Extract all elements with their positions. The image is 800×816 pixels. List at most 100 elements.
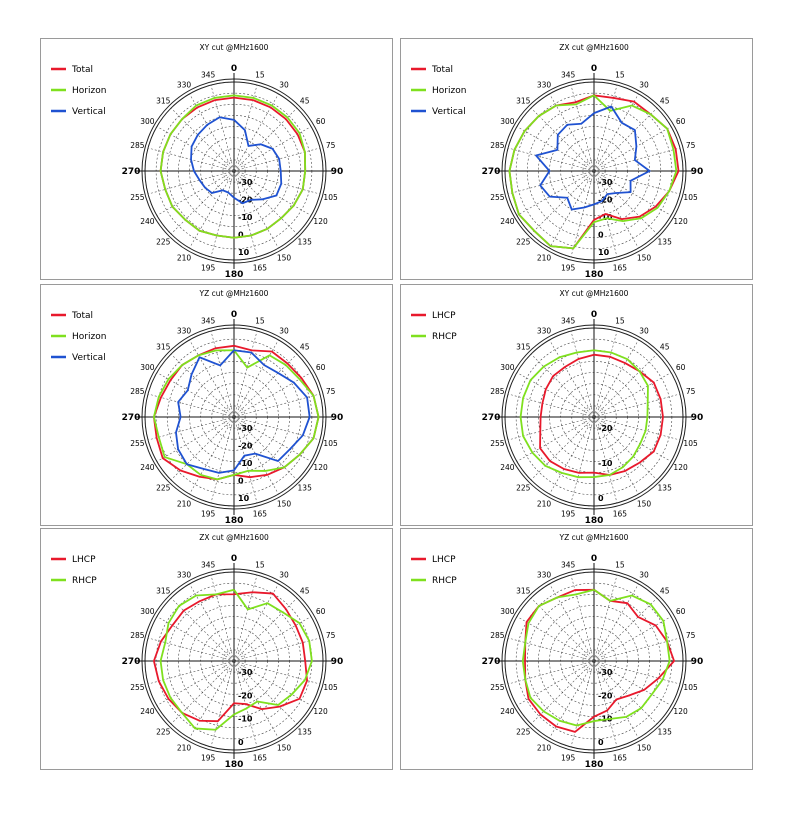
- grid-spoke: [593, 84, 618, 172]
- polar-chart-4: XY cut @MHz1600 0 15 30 45 60 75 90 105 120 135 150…: [411, 289, 703, 526]
- grid-spoke: [233, 416, 279, 495]
- angle-tick-label: 105: [323, 193, 338, 202]
- grid-spoke: [156, 616, 235, 662]
- angle-tick-label: 45: [660, 586, 670, 595]
- legend-label: Vertical: [432, 107, 466, 117]
- grid-spoke: [530, 416, 595, 481]
- grid-spoke: [233, 416, 258, 504]
- grid-spoke: [233, 583, 279, 662]
- radial-tick-label: -20: [598, 691, 613, 700]
- grid-spoke: [189, 170, 235, 249]
- radial-tick-label: 10: [598, 248, 610, 257]
- grid-spoke: [593, 616, 672, 662]
- grid-spoke: [593, 93, 639, 172]
- angle-tick-label: 195: [561, 510, 576, 519]
- angle-tick-label: 105: [683, 439, 698, 448]
- angle-tick-label: 315: [156, 342, 171, 351]
- legend-label: LHCP: [432, 311, 456, 321]
- grid-spoke: [593, 170, 639, 249]
- angle-tick-label: 225: [156, 728, 171, 737]
- series-line-vertical: [190, 116, 283, 205]
- grid-spoke: [170, 597, 235, 662]
- radial-tick-label: -20: [598, 424, 613, 433]
- angle-tick-label: 135: [658, 484, 673, 493]
- angle-tick-label: 15: [255, 316, 265, 325]
- grid-spoke: [593, 583, 639, 662]
- grid-spoke: [516, 416, 595, 462]
- angle-tick-label: 15: [615, 316, 625, 325]
- angle-tick-label: 255: [490, 193, 505, 202]
- angle-tick-label: 330: [177, 326, 192, 335]
- grid-spoke: [233, 416, 312, 462]
- radial-tick-label: -10: [238, 213, 253, 222]
- grid-spoke: [147, 393, 235, 418]
- grid-spoke: [233, 339, 279, 418]
- grid-spoke: [233, 574, 258, 662]
- angle-tick-label: 270: [482, 167, 501, 177]
- polar-chart-3: YZ cut @MHz1600 0 15 30 45 60 75 90 105 120 135 150…: [51, 289, 343, 526]
- grid-spoke: [593, 393, 681, 418]
- angle-tick-label: 300: [500, 607, 515, 616]
- angle-tick-label: 315: [156, 586, 171, 595]
- angle-tick-label: 0: [231, 64, 237, 74]
- angle-tick-label: 30: [279, 326, 289, 335]
- angle-tick-label: 165: [613, 510, 628, 519]
- angle-tick-label: 315: [516, 342, 531, 351]
- angle-tick-label: 165: [253, 754, 268, 763]
- chart-title: XY cut @MHz1600: [200, 43, 269, 52]
- angle-tick-label: 300: [140, 363, 155, 372]
- angle-tick-label: 240: [500, 463, 515, 472]
- grid-spoke: [549, 583, 595, 662]
- angle-tick-label: 165: [613, 264, 628, 273]
- angle-tick-label: 210: [537, 254, 552, 263]
- angle-tick-label: 180: [225, 760, 244, 770]
- angle-tick-label: 330: [177, 80, 192, 89]
- series-line-vertical: [175, 349, 311, 474]
- radial-tick-label: -10: [238, 715, 253, 724]
- grid-spoke: [147, 637, 235, 662]
- angle-tick-label: 105: [683, 683, 698, 692]
- grid-spoke: [233, 416, 321, 441]
- grid-spoke: [156, 372, 235, 418]
- grid-spoke: [516, 372, 595, 418]
- grid-spoke: [147, 170, 235, 195]
- angle-tick-label: 315: [156, 96, 171, 105]
- angle-tick-label: 60: [316, 607, 326, 616]
- radial-tick-label: -10: [238, 459, 253, 468]
- angle-tick-label: 315: [516, 586, 531, 595]
- angle-tick-label: 255: [490, 683, 505, 692]
- angle-tick-label: 285: [130, 141, 145, 150]
- grid-spoke: [593, 637, 681, 662]
- grid-spoke: [593, 597, 658, 662]
- angle-tick-label: 135: [658, 238, 673, 247]
- grid-spoke: [593, 660, 658, 725]
- angle-tick-label: 165: [253, 510, 268, 519]
- angle-tick-label: 195: [561, 754, 576, 763]
- angle-tick-label: 120: [313, 707, 328, 716]
- grid-spoke: [210, 84, 235, 172]
- legend-label: LHCP: [432, 555, 456, 565]
- grid-spoke: [170, 107, 235, 172]
- angle-tick-label: 195: [201, 754, 216, 763]
- grid-spoke: [507, 170, 595, 195]
- angle-tick-label: 300: [140, 117, 155, 126]
- angle-tick-label: 180: [225, 516, 244, 526]
- series-line-vertical: [535, 105, 651, 211]
- grid-spoke: [530, 597, 595, 662]
- angle-tick-label: 225: [516, 484, 531, 493]
- angle-tick-label: 30: [639, 80, 649, 89]
- grid-spoke: [507, 660, 595, 685]
- angle-tick-label: 90: [331, 657, 344, 667]
- series-line-rhcp: [159, 588, 313, 731]
- polar-chart-panel-6: YZ cut @MHz1600 0 15 30 45 60 75 90 105 120 135 150…: [400, 528, 753, 770]
- radial-tick-label: 10: [238, 248, 250, 257]
- angle-tick-label: 330: [177, 570, 192, 579]
- series-line-lhcp: [524, 588, 676, 733]
- grid-spoke: [516, 126, 595, 172]
- grid-spoke: [189, 93, 235, 172]
- legend-label: Vertical: [72, 353, 106, 363]
- angle-tick-label: 45: [660, 96, 670, 105]
- series-line-horizon: [508, 94, 678, 250]
- angle-tick-label: 75: [326, 141, 336, 150]
- legend-label: Horizon: [432, 86, 466, 96]
